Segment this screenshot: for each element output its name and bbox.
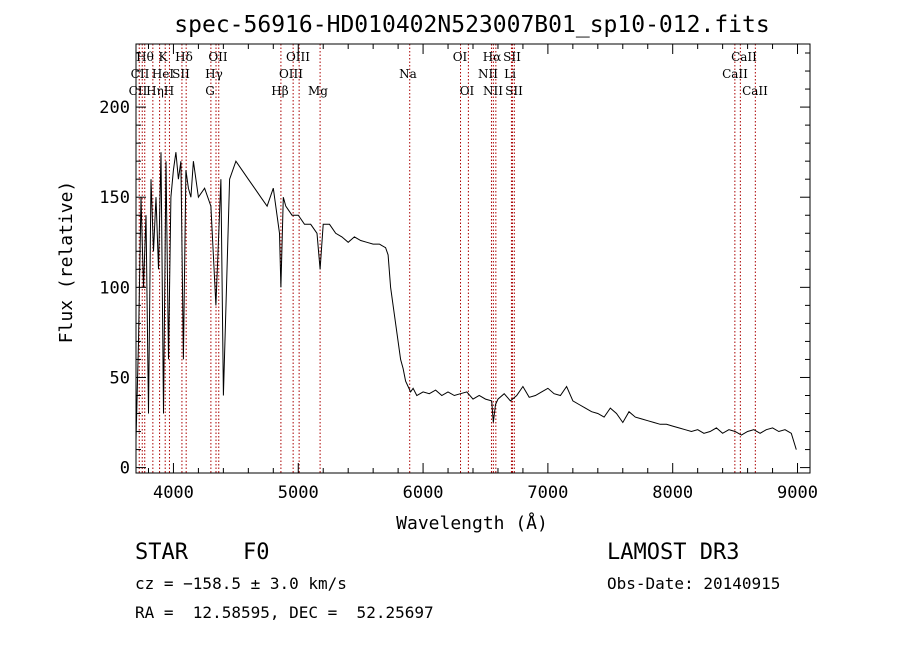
line-id-label: OIII <box>279 67 303 81</box>
y-tick-label: 200 <box>99 98 130 118</box>
y-tick-label: 150 <box>99 188 130 208</box>
line-id-label: K <box>159 50 169 64</box>
line-id-label: OI <box>453 50 468 64</box>
x-tick-label: 9000 <box>777 483 818 503</box>
y-tick-label: 100 <box>99 278 130 298</box>
line-id-label: NII <box>483 84 503 98</box>
line-id-label: Hθ <box>136 50 154 64</box>
line-id-label: Hα <box>483 50 502 64</box>
object-type: STAR <box>135 540 188 565</box>
plot-frame <box>135 43 811 474</box>
line-id-label: OII <box>208 50 228 64</box>
x-tick-label: 7000 <box>527 483 568 503</box>
spectrum-chart: spec-56916-HD010402N523007B01_sp10-012.f… <box>56 12 818 534</box>
obs-date: Obs-Date: 20140915 <box>607 574 781 593</box>
line-id-label: Li <box>504 67 516 81</box>
line-id-label: CaII <box>742 84 768 98</box>
y-tick-label: 0 <box>120 459 130 479</box>
line-id-label: Hη <box>146 84 164 98</box>
survey-label: LAMOST DR3 <box>607 540 740 565</box>
line-id-label: CaII <box>731 50 757 64</box>
y-axis-label: Flux (relative) <box>56 181 77 344</box>
chart-title: spec-56916-HD010402N523007B01_sp10-012.f… <box>174 12 769 38</box>
y-tick-label: 50 <box>110 368 130 388</box>
line-id-label: Hγ <box>205 67 223 81</box>
coordinates: RA = 12.58595, DEC = 52.25697 <box>135 603 434 622</box>
line-id-label: Hδ <box>175 50 193 64</box>
x-tick-label: 5000 <box>278 483 319 503</box>
line-id-label: SII <box>505 84 523 98</box>
line-id-label: CII <box>131 67 150 81</box>
line-id-label: Mg <box>308 84 328 98</box>
line-id-label: G <box>205 84 215 98</box>
x-tick-label: 4000 <box>153 483 194 503</box>
line-id-label: OI <box>460 84 475 98</box>
line-id-label: HeI <box>152 67 175 81</box>
spectrum-line <box>135 152 797 450</box>
line-id-label: OIII <box>286 50 310 64</box>
x-tick-label: 6000 <box>403 483 444 503</box>
line-markers <box>138 44 756 473</box>
x-tick-label: 8000 <box>652 483 693 503</box>
axis-ticks: 4000 5000 6000 7000 8000 9000 0 50 100 150 200 <box>99 44 818 503</box>
x-axis-label: Wavelength (Å) <box>396 512 548 534</box>
subclass: F0 <box>243 540 270 565</box>
line-id-label: H <box>164 84 174 98</box>
line-id-label: CII <box>129 84 148 98</box>
line-id-label: NII <box>478 67 498 81</box>
line-id-label: Na <box>399 67 417 81</box>
redshift-readout: cz = −158.5 ± 3.0 km/s <box>135 574 347 593</box>
line-id-label: SII <box>172 67 190 81</box>
line-id-label: SII <box>503 50 521 64</box>
line-id-label: CaII <box>722 67 748 81</box>
line-id-label: Hβ <box>271 84 288 98</box>
